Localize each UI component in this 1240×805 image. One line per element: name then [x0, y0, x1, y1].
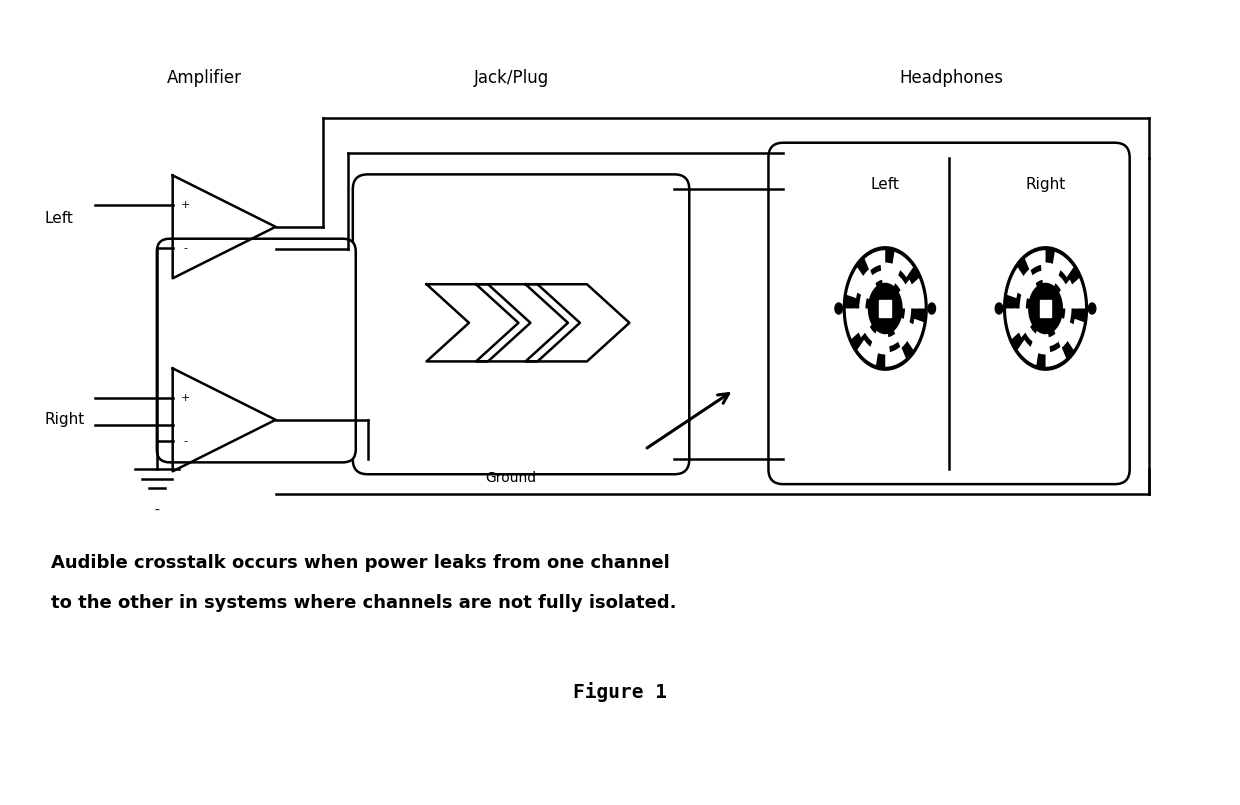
Ellipse shape — [835, 303, 842, 314]
Text: +: + — [181, 200, 190, 210]
Ellipse shape — [996, 303, 1003, 314]
Polygon shape — [526, 284, 630, 361]
Bar — [874, 292, 897, 324]
Polygon shape — [1054, 318, 1075, 349]
Polygon shape — [880, 262, 900, 286]
Text: Left: Left — [45, 212, 73, 226]
Polygon shape — [854, 308, 872, 337]
Polygon shape — [1071, 278, 1085, 308]
Text: +: + — [181, 393, 190, 403]
Ellipse shape — [843, 247, 926, 369]
FancyBboxPatch shape — [353, 175, 689, 474]
Polygon shape — [869, 331, 890, 354]
Bar — [1039, 299, 1052, 317]
Polygon shape — [864, 250, 885, 270]
Polygon shape — [427, 284, 531, 361]
Ellipse shape — [1019, 270, 1071, 347]
Text: Right: Right — [45, 412, 84, 427]
Ellipse shape — [859, 270, 911, 347]
Ellipse shape — [1089, 303, 1096, 314]
Polygon shape — [1030, 331, 1050, 354]
Polygon shape — [1053, 252, 1074, 277]
Ellipse shape — [1025, 279, 1065, 337]
Ellipse shape — [866, 279, 905, 337]
Polygon shape — [906, 319, 924, 349]
Polygon shape — [846, 308, 859, 339]
Text: Figure 1: Figure 1 — [573, 682, 667, 702]
Polygon shape — [857, 340, 878, 365]
Polygon shape — [856, 269, 877, 299]
Polygon shape — [910, 278, 925, 308]
Text: -: - — [155, 504, 159, 518]
Text: Ground: Ground — [486, 471, 537, 485]
Ellipse shape — [928, 303, 935, 314]
Bar — [879, 299, 892, 317]
Text: Jack/Plug: Jack/Plug — [474, 69, 549, 88]
Polygon shape — [899, 279, 916, 308]
FancyBboxPatch shape — [769, 142, 1130, 484]
FancyBboxPatch shape — [156, 239, 356, 462]
Polygon shape — [1059, 279, 1076, 308]
Bar — [1034, 292, 1056, 324]
Polygon shape — [847, 267, 864, 298]
Polygon shape — [893, 252, 913, 277]
Text: Audible crosstalk occurs when power leaks from one channel: Audible crosstalk occurs when power leak… — [51, 555, 670, 572]
Polygon shape — [885, 346, 906, 367]
Polygon shape — [1040, 262, 1061, 286]
Text: Headphones: Headphones — [899, 69, 1003, 88]
Polygon shape — [476, 284, 580, 361]
Text: Amplifier: Amplifier — [167, 69, 242, 88]
Polygon shape — [894, 318, 914, 349]
Ellipse shape — [1004, 247, 1087, 369]
Polygon shape — [1007, 267, 1024, 298]
Text: -: - — [184, 243, 187, 254]
Polygon shape — [1018, 340, 1039, 365]
Polygon shape — [1014, 308, 1032, 337]
Text: Left: Left — [870, 177, 900, 192]
Polygon shape — [1006, 308, 1021, 339]
Polygon shape — [1025, 250, 1045, 270]
Text: to the other in systems where channels are not fully isolated.: to the other in systems where channels a… — [51, 594, 677, 612]
Text: Right: Right — [1025, 177, 1065, 192]
Polygon shape — [1045, 346, 1066, 367]
Polygon shape — [1017, 269, 1037, 299]
Polygon shape — [1066, 319, 1084, 349]
Text: -: - — [184, 436, 187, 447]
